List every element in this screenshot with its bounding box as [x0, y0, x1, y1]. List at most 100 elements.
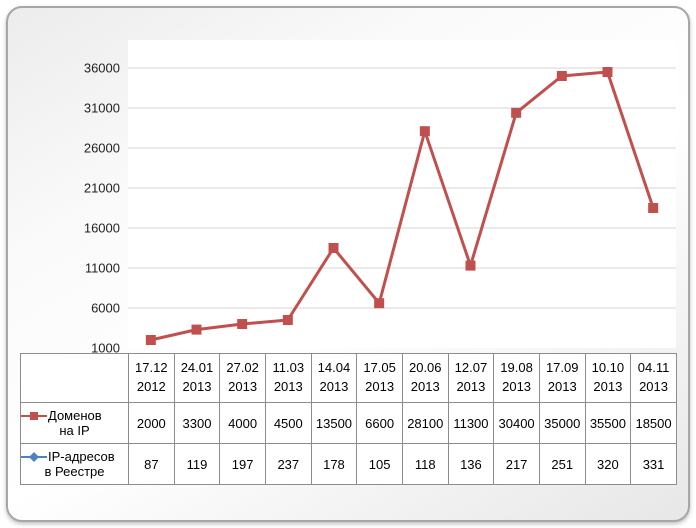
value-cell: 331 [630, 443, 677, 485]
data-point-marker [602, 67, 613, 77]
value-cell: 105 [356, 443, 403, 485]
category-label: 17.09 [545, 360, 579, 376]
category-label: 2013 [182, 379, 212, 394]
legend-name-line2: в Реестре [44, 464, 105, 479]
category-label: 12.07 [454, 360, 488, 376]
value-cell: 6600 [356, 402, 403, 444]
category-cell: 17.12 2012 [128, 353, 175, 403]
legend-square-icon [21, 411, 47, 420]
chart-data-table: 17.12 2012 24.01 2013 27.02 2013 11.03 2013 14.0… [20, 353, 677, 485]
value-cell: 4000 [219, 402, 266, 444]
chart-frame: 1000 6000 11000 16000 21000 26000 31000 36000 1… [6, 6, 690, 522]
legend-name-line2: на IP [59, 423, 90, 438]
value-cell: 119 [173, 443, 221, 485]
category-label: 2013 [273, 379, 303, 394]
category-cell: 27.02 2013 [219, 353, 266, 403]
value-cell: 35500 [584, 402, 632, 444]
category-label: 10.10 [591, 360, 625, 376]
line-chart-plot: 1000 6000 11000 16000 21000 26000 31000 36000 [84, 40, 676, 356]
data-point-marker [374, 298, 385, 309]
value-cell: 217 [493, 443, 540, 485]
legend-cell: Доменов на IP [20, 402, 129, 444]
y-axis-tick-label: 21000 [84, 181, 120, 196]
table-corner-cell [20, 353, 129, 403]
category-cell: 14.04 2013 [310, 353, 358, 403]
category-label: 2013 [365, 379, 395, 394]
category-label: 27.02 [226, 360, 259, 376]
category-label: 2013 [639, 379, 668, 394]
data-point-marker [328, 243, 339, 253]
legend-diamond-icon [21, 451, 47, 462]
category-label: 17.05 [363, 360, 396, 376]
value-cell: 2000 [128, 402, 175, 444]
legend-name-text: Доменов [48, 408, 102, 423]
y-axis-tick-label: 6000 [91, 301, 120, 316]
category-cell: 04.11 2013 [630, 353, 677, 403]
series-row: IP-адресов в Реестре 87 119 197 237 178 105 118 1… [20, 443, 677, 485]
value-cell: 11300 [447, 402, 495, 444]
plot-area [128, 40, 676, 348]
category-cell: 11.03 2013 [264, 353, 312, 403]
category-label: 14.04 [317, 360, 351, 376]
data-point-marker [145, 335, 156, 345]
category-row: 17.12 2012 24.01 2013 27.02 2013 11.03 2013 14.0… [20, 353, 677, 403]
value-cell: 30400 [493, 402, 540, 444]
category-cell: 19.08 2013 [493, 353, 540, 403]
legend-name-line1: Доменов [21, 408, 128, 423]
value-cell: 136 [447, 443, 495, 485]
data-point-marker [191, 324, 202, 335]
category-cell: 17.09 2013 [538, 353, 586, 403]
y-axis-tick-label: 26000 [84, 141, 120, 156]
value-cell: 28100 [401, 402, 449, 444]
category-label: 11.03 [272, 360, 305, 376]
category-label: 24.01 [180, 360, 214, 376]
value-cell: 251 [538, 443, 586, 485]
category-label: 2013 [228, 379, 258, 394]
data-point-marker [419, 126, 430, 137]
category-label: 19.08 [500, 360, 533, 376]
category-label: 2013 [410, 379, 440, 394]
value-cell: 237 [264, 443, 312, 485]
value-cell: 35000 [538, 402, 586, 444]
category-cell: 24.01 2013 [173, 353, 221, 403]
series-row: Доменов на IP 2000 3300 4000 4500 13500 6600 281… [20, 402, 677, 444]
value-cell: 197 [219, 443, 266, 485]
data-point-marker [556, 71, 567, 81]
series-markers-square [145, 67, 659, 345]
data-point-marker [282, 315, 293, 325]
category-label: 2013 [319, 379, 349, 394]
category-label: 2013 [593, 379, 623, 394]
value-cell: 87 [128, 443, 175, 485]
category-cell: 12.07 2013 [447, 353, 495, 403]
series-line-square [150, 70, 655, 342]
data-point-marker [237, 319, 248, 329]
y-axis-tick-label: 16000 [84, 221, 120, 236]
value-cell: 178 [310, 443, 358, 485]
category-label: 2013 [456, 379, 486, 394]
category-label: 2013 [502, 379, 532, 394]
category-label: 20.06 [408, 360, 442, 376]
value-cell: 18500 [630, 402, 677, 444]
data-point-marker [511, 107, 522, 118]
value-cell: 320 [584, 443, 632, 485]
category-label: 2012 [136, 379, 166, 394]
data-point-marker [648, 203, 659, 213]
value-cell: 13500 [310, 402, 358, 444]
value-cell: 3300 [173, 402, 221, 444]
category-cell: 20.06 2013 [401, 353, 449, 403]
value-cell: 118 [401, 443, 449, 485]
legend-name-text: IP-адресов [48, 449, 115, 464]
data-point-marker [465, 260, 476, 271]
category-cell: 10.10 2013 [584, 353, 632, 403]
y-axis-tick-label: 36000 [84, 61, 120, 76]
y-axis-tick-label: 1000 [91, 341, 120, 356]
legend-name-line1: IP-адресов [21, 449, 128, 464]
y-axis-tick-label: 11000 [85, 261, 120, 276]
category-label: 04.11 [637, 360, 670, 376]
category-cell: 17.05 2013 [356, 353, 403, 403]
category-label: 17.12 [135, 360, 168, 376]
y-axis-tick-label: 31000 [84, 101, 120, 116]
legend-cell: IP-адресов в Реестре [20, 443, 129, 485]
value-cell: 4500 [264, 402, 312, 444]
